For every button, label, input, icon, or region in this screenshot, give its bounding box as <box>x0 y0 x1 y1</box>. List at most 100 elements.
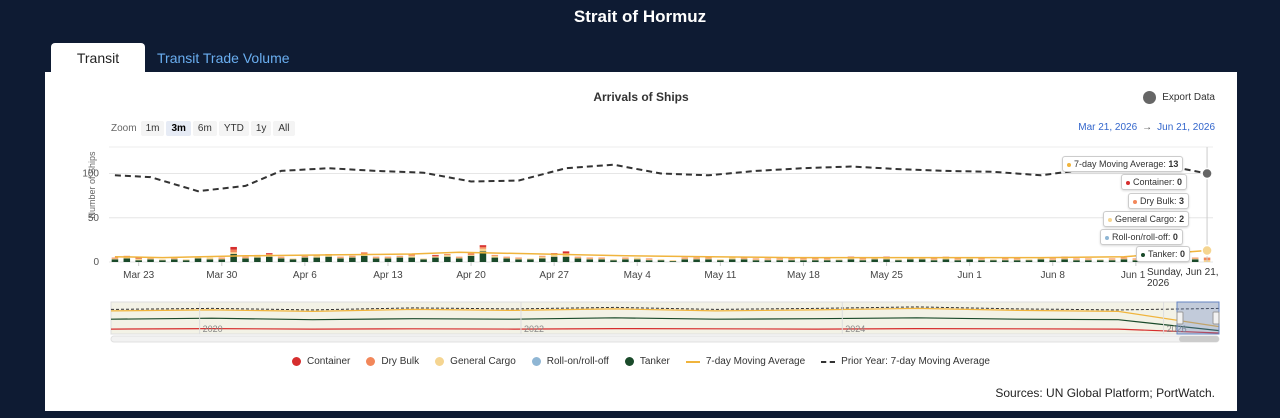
legend-item-moving-average[interactable]: 7-day Moving Average <box>685 356 805 367</box>
bar-general-cargo <box>776 259 783 261</box>
bar-dry-bulk <box>432 255 439 257</box>
bar-tanker <box>990 260 997 262</box>
tab-transit-trade-volume[interactable]: Transit Trade Volume <box>157 50 290 66</box>
legend-label: General Cargo <box>450 356 516 367</box>
bar-container <box>562 251 570 254</box>
bar-dry-bulk <box>930 258 938 260</box>
x-tick-label: Apr 6 <box>293 270 317 281</box>
bar-dry-bulk <box>776 258 783 260</box>
bar-tanker <box>147 259 154 262</box>
tooltip-label: Roll-on/roll-off <box>1112 232 1168 242</box>
bar-general-cargo <box>693 258 700 260</box>
bar-tanker <box>1120 259 1128 262</box>
bar-tanker <box>1132 260 1140 262</box>
bar-tanker <box>1001 260 1009 262</box>
x-tick-label: Jun 1 <box>957 270 982 281</box>
legend-item-container[interactable]: Container <box>292 356 350 367</box>
export-data-button[interactable]: Export Data <box>1143 91 1215 104</box>
bar-dry-bulk <box>479 246 487 249</box>
x-tick-label: Apr 13 <box>373 270 403 281</box>
bar-tanker <box>740 259 748 262</box>
scrollbar-thumb[interactable] <box>1179 336 1219 342</box>
x-tick-label: Mar 30 <box>206 270 238 281</box>
legend-item-prior-year[interactable]: Prior Year: 7-day Moving Average <box>821 356 990 367</box>
bar-tanker <box>598 259 605 262</box>
tab-transit-calls[interactable]: Transit Calls <box>51 43 145 96</box>
bar-tanker <box>705 259 712 262</box>
bar-tanker <box>883 259 890 262</box>
bar-tanker <box>895 260 902 262</box>
bar-general-cargo <box>337 257 344 259</box>
zoom-ytd-button[interactable]: YTD <box>218 121 249 136</box>
bar-dry-bulk <box>396 255 404 257</box>
bar-general-cargo <box>539 256 546 259</box>
tooltip-value: 13 <box>1168 159 1179 169</box>
zoom-6m-button[interactable]: 6m <box>192 121 217 136</box>
bar-general-cargo <box>633 257 641 260</box>
bar-tanker <box>289 259 297 262</box>
bar-general-cargo <box>788 259 795 261</box>
legend-item-dry-bulk[interactable]: Dry Bulk <box>366 356 419 367</box>
bar-tanker <box>455 258 463 262</box>
navigator-tick-label: 2022 <box>524 324 544 334</box>
bar-general-cargo <box>859 259 867 261</box>
bar-tanker <box>669 261 677 262</box>
tooltip-label: 7-day Moving Average <box>1074 159 1164 169</box>
scrollbar-track <box>110 335 1220 343</box>
bar-tanker <box>206 259 214 262</box>
x-tick-label: Jun 15 <box>1121 270 1151 281</box>
bar-dry-bulk <box>1132 258 1140 260</box>
bar-general-cargo <box>159 259 166 261</box>
bar-tanker <box>764 260 772 262</box>
bar-dry-bulk <box>1120 257 1128 259</box>
page-title: Strait of Hormuz <box>573 7 707 26</box>
bar-dry-bulk <box>645 258 653 260</box>
zoom-label: Zoom <box>111 123 137 134</box>
bar-general-cargo <box>1037 258 1045 260</box>
legend-item-roll-on-roll-off[interactable]: Roll-on/roll-off <box>531 356 609 367</box>
bar-dry-bulk <box>1191 257 1199 259</box>
bar-general-cargo <box>930 259 938 261</box>
tooltip-general-cargo: General Cargo: 2 <box>1103 211 1190 227</box>
tooltip-dot <box>1141 252 1145 257</box>
range-end-input[interactable]: Jun 21, 2026 <box>1157 122 1215 133</box>
tooltip-container: Container: 0 <box>1121 174 1188 190</box>
y-tick-label: 100 <box>82 169 99 180</box>
zoom-1m-button[interactable]: 1m <box>140 121 165 136</box>
bar-dry-bulk <box>515 257 522 259</box>
tooltip-dot <box>1126 180 1130 185</box>
bar-tanker <box>752 260 760 262</box>
x-tick-label: Mar 23 <box>123 270 155 281</box>
tooltip-label: Tanker <box>1148 249 1176 259</box>
bar-tanker <box>574 258 582 262</box>
bar-tanker <box>254 257 261 262</box>
navigator-handle[interactable] <box>1212 311 1220 325</box>
y-tick-label: 0 <box>93 257 99 268</box>
zoom-all-button[interactable]: All <box>273 121 295 136</box>
bar-dry-bulk <box>800 258 807 260</box>
bar-general-cargo <box>550 254 558 257</box>
legend-item-tanker[interactable]: Tanker <box>624 356 670 367</box>
bar-general-cargo <box>242 257 249 259</box>
legend-label: Prior Year: 7-day Moving Average <box>841 356 990 367</box>
bar-dry-bulk <box>1049 258 1057 260</box>
bar-container <box>479 245 487 247</box>
navigator-handle[interactable] <box>1176 311 1184 325</box>
bar-dry-bulk <box>360 252 368 255</box>
bar-general-cargo <box>966 258 973 260</box>
bar-tanker <box>182 260 190 262</box>
bar-general-cargo <box>990 259 997 261</box>
bar-dry-bulk <box>812 258 819 260</box>
bar-dry-bulk <box>586 257 594 259</box>
zoom-3m-button[interactable]: 3m <box>166 121 191 136</box>
bar-general-cargo <box>764 259 772 261</box>
legend-marker <box>366 357 376 366</box>
legend-item-general-cargo[interactable]: General Cargo <box>435 356 516 367</box>
bar-tanker <box>1096 260 1104 262</box>
bar-general-cargo <box>562 254 570 257</box>
bar-tanker <box>1108 260 1116 262</box>
x-tick-label: Apr 27 <box>539 270 569 281</box>
zoom-1y-button[interactable]: 1y <box>250 121 272 136</box>
navigator-series <box>110 317 1220 332</box>
range-start-input[interactable]: Mar 21, 2026 <box>1078 122 1138 133</box>
